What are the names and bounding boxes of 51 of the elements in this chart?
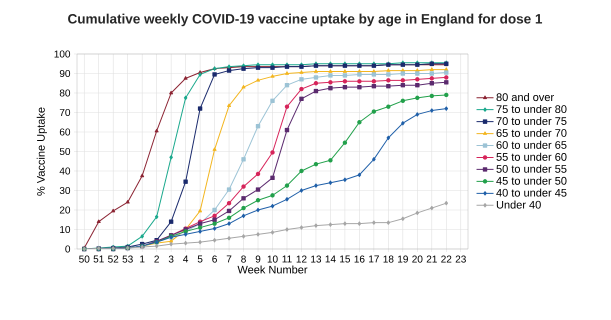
x-tick-label: 20 — [412, 256, 422, 263]
x-tick-label: 23 — [456, 256, 466, 263]
x-tick-label: 11 — [282, 256, 292, 262]
legend-label: 50 to under 55 — [496, 164, 566, 173]
x-tick-label: 19 — [398, 256, 408, 263]
x-tick-label: 8 — [241, 256, 246, 263]
legend-label: 80 and over — [496, 92, 554, 102]
x-tick-label: 14 — [326, 256, 336, 262]
x-tick-label: 52 — [108, 256, 118, 263]
legend-label: 40 to under 45 — [496, 188, 566, 197]
y-tick-label: 80 — [60, 89, 70, 97]
x-tick-label: 9 — [256, 256, 260, 263]
legend-label: Under 40 — [496, 200, 541, 209]
x-tick-label: 50 — [79, 256, 90, 263]
x-tick-label: 12 — [296, 256, 307, 262]
x-tick-label: 3 — [168, 256, 174, 263]
y-tick-label: 20 — [60, 206, 70, 214]
legend-label: 60 to under 65 — [496, 140, 566, 149]
y-axis-title: % Vaccine Uptake — [36, 107, 47, 196]
x-tick-label: 53 — [122, 256, 133, 263]
x-tick-label: 1 — [140, 256, 144, 262]
legend-label: 55 to under 60 — [496, 152, 567, 161]
legend-label: 70 to under 75 — [496, 116, 566, 125]
x-axis-title: Week Number — [238, 265, 308, 274]
y-tick-label: 70 — [60, 108, 70, 116]
x-tick-label: 51 — [94, 256, 104, 262]
y-tick-label: 50 — [60, 148, 70, 156]
x-tick-label: 16 — [354, 256, 365, 263]
x-tick-label: 2 — [154, 256, 159, 262]
x-tick-label: 17 — [369, 256, 379, 262]
x-tick-label: 13 — [311, 256, 322, 263]
y-tick-label: 10 — [60, 226, 70, 234]
y-tick-label: 30 — [60, 186, 70, 194]
chart-title: Cumulative weekly COVID-19 vaccine uptake by age in England for dose 1 — [68, 14, 542, 26]
y-tick-label: 40 — [60, 167, 70, 175]
x-tick-label: 4 — [183, 256, 188, 262]
y-tick-label: 60 — [60, 128, 70, 136]
x-tick-label: 21 — [426, 256, 437, 262]
y-tick-label: 100 — [54, 50, 70, 58]
y-tick-label: 90 — [60, 70, 70, 78]
x-tick-label: 22 — [441, 256, 452, 262]
y-tick-label: 0 — [65, 245, 70, 253]
x-tick-label: 10 — [268, 256, 278, 263]
legend-label: 75 to under 80 — [496, 104, 567, 114]
legend-label: 65 to under 70 — [496, 128, 567, 137]
x-tick-label: 15 — [340, 256, 350, 262]
x-tick-label: 5 — [198, 256, 202, 262]
legend-label: 45 to under 50 — [496, 176, 567, 185]
x-tick-label: 7 — [226, 256, 232, 262]
x-tick-label: 18 — [384, 256, 394, 263]
x-tick-label: 6 — [212, 256, 217, 263]
